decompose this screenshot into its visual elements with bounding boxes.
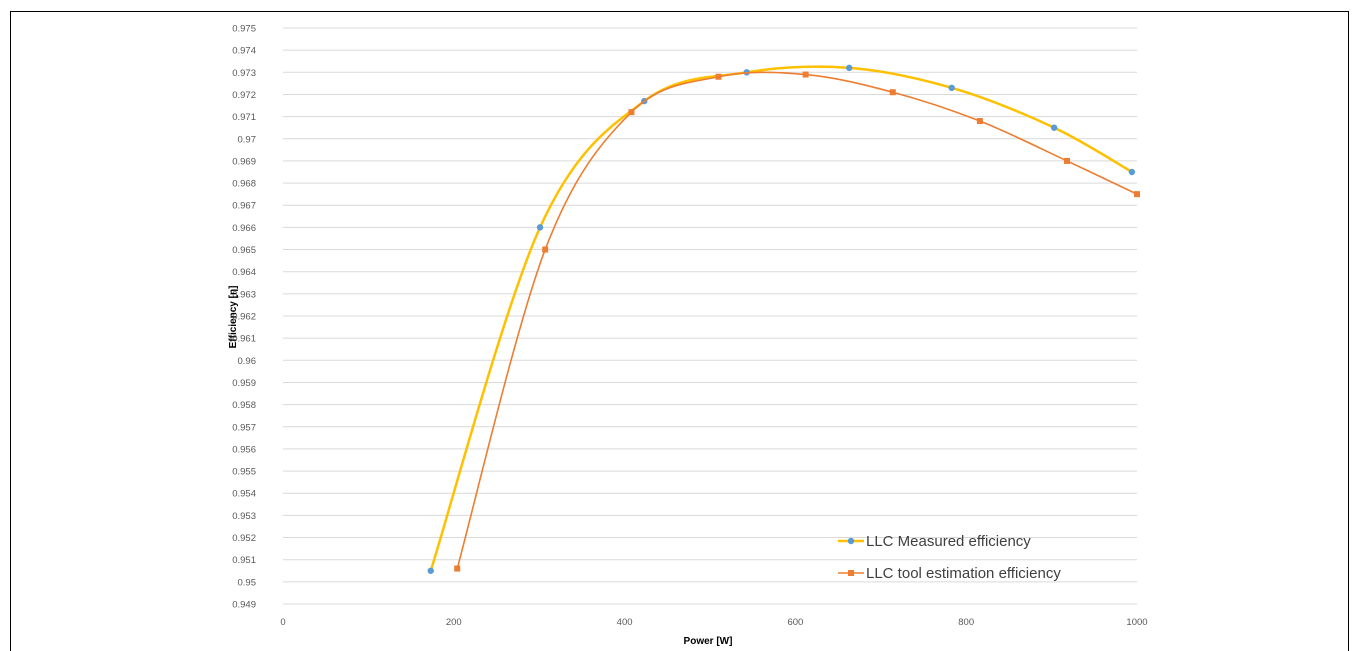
y-tick-label: 0.973 bbox=[232, 68, 256, 79]
grid bbox=[283, 27, 1137, 605]
x-tick-label: 600 bbox=[787, 617, 803, 628]
y-tick-label: 0.95 bbox=[238, 577, 257, 588]
y-tick-label: 0.968 bbox=[232, 179, 256, 190]
y-tick-label: 0.959 bbox=[232, 378, 256, 389]
data-point bbox=[427, 567, 434, 574]
data-point bbox=[846, 64, 853, 72]
y-tick-label: 0.969 bbox=[232, 156, 256, 167]
y-tick-label: 0.972 bbox=[232, 90, 256, 101]
legend-entry-estimation: LLC tool estimation efficiency bbox=[838, 565, 1061, 582]
y-tick-label: 0.965 bbox=[232, 245, 256, 256]
y-tick-label: 0.958 bbox=[232, 400, 256, 411]
y-tick-label: 0.971 bbox=[232, 112, 256, 123]
data-point bbox=[1134, 191, 1140, 198]
data-point bbox=[802, 71, 809, 78]
y-tick-label: 0.97 bbox=[238, 134, 257, 145]
y-tick-label: 0.96 bbox=[238, 356, 257, 367]
x-tick-label: 400 bbox=[617, 617, 633, 628]
y-tick-label: 0.964 bbox=[232, 267, 256, 278]
y-tick-label: 0.962 bbox=[232, 312, 256, 323]
series-line-1 bbox=[456, 71, 1138, 569]
y-axis-title: Efficiency [η] bbox=[228, 286, 239, 349]
x-axis-ticks: 0 200 400 600 800 1000 bbox=[280, 617, 1147, 628]
x-axis-title: Power [W] bbox=[684, 636, 733, 646]
y-axis-ticks: 0.949 0.95 0.951 0.952 0.953 0.954 0.955 0.956 0… bbox=[232, 24, 256, 611]
data-point bbox=[1128, 168, 1136, 176]
y-tick-label: 0.957 bbox=[232, 422, 256, 433]
x-tick-label: 200 bbox=[446, 617, 462, 628]
y-tick-label: 0.955 bbox=[232, 467, 256, 478]
y-tick-label: 0.963 bbox=[232, 289, 256, 300]
data-point bbox=[889, 89, 896, 96]
x-tick-label: 1000 bbox=[1126, 617, 1147, 628]
data-point bbox=[536, 224, 544, 231]
data-point bbox=[1063, 157, 1070, 164]
data-point bbox=[948, 84, 955, 92]
data-point bbox=[976, 118, 983, 125]
y-tick-label: 0.961 bbox=[232, 334, 256, 345]
data-point bbox=[628, 109, 635, 116]
x-tick-label: 0 bbox=[280, 617, 285, 628]
data-point bbox=[454, 565, 461, 572]
legend: LLC Measured efficiency LLC tool estimat… bbox=[838, 533, 1061, 582]
y-tick-label: 0.951 bbox=[232, 555, 256, 566]
chart-frame bbox=[10, 11, 1349, 651]
legend-marker-measured bbox=[847, 537, 855, 545]
y-tick-label: 0.967 bbox=[232, 201, 256, 212]
data-point bbox=[1050, 124, 1058, 131]
y-tick-label: 0.956 bbox=[232, 444, 256, 455]
y-tick-label: 0.954 bbox=[232, 489, 256, 500]
y-tick-label: 0.952 bbox=[232, 533, 256, 544]
data-point bbox=[715, 73, 722, 80]
x-tick-label: 800 bbox=[958, 617, 974, 628]
legend-label-measured: LLC Measured efficiency bbox=[866, 533, 1031, 550]
y-tick-label: 0.953 bbox=[232, 511, 256, 522]
data-point bbox=[542, 246, 549, 253]
y-tick-label: 0.966 bbox=[232, 223, 256, 234]
y-tick-label: 0.974 bbox=[232, 46, 256, 57]
y-tick-label: 0.949 bbox=[232, 600, 256, 611]
y-tick-label: 0.975 bbox=[232, 24, 256, 35]
series-layer bbox=[427, 64, 1140, 574]
legend-marker-estimation bbox=[848, 570, 854, 576]
legend-entry-measured: LLC Measured efficiency bbox=[838, 533, 1031, 550]
legend-label-estimation: LLC tool estimation efficiency bbox=[866, 565, 1061, 582]
